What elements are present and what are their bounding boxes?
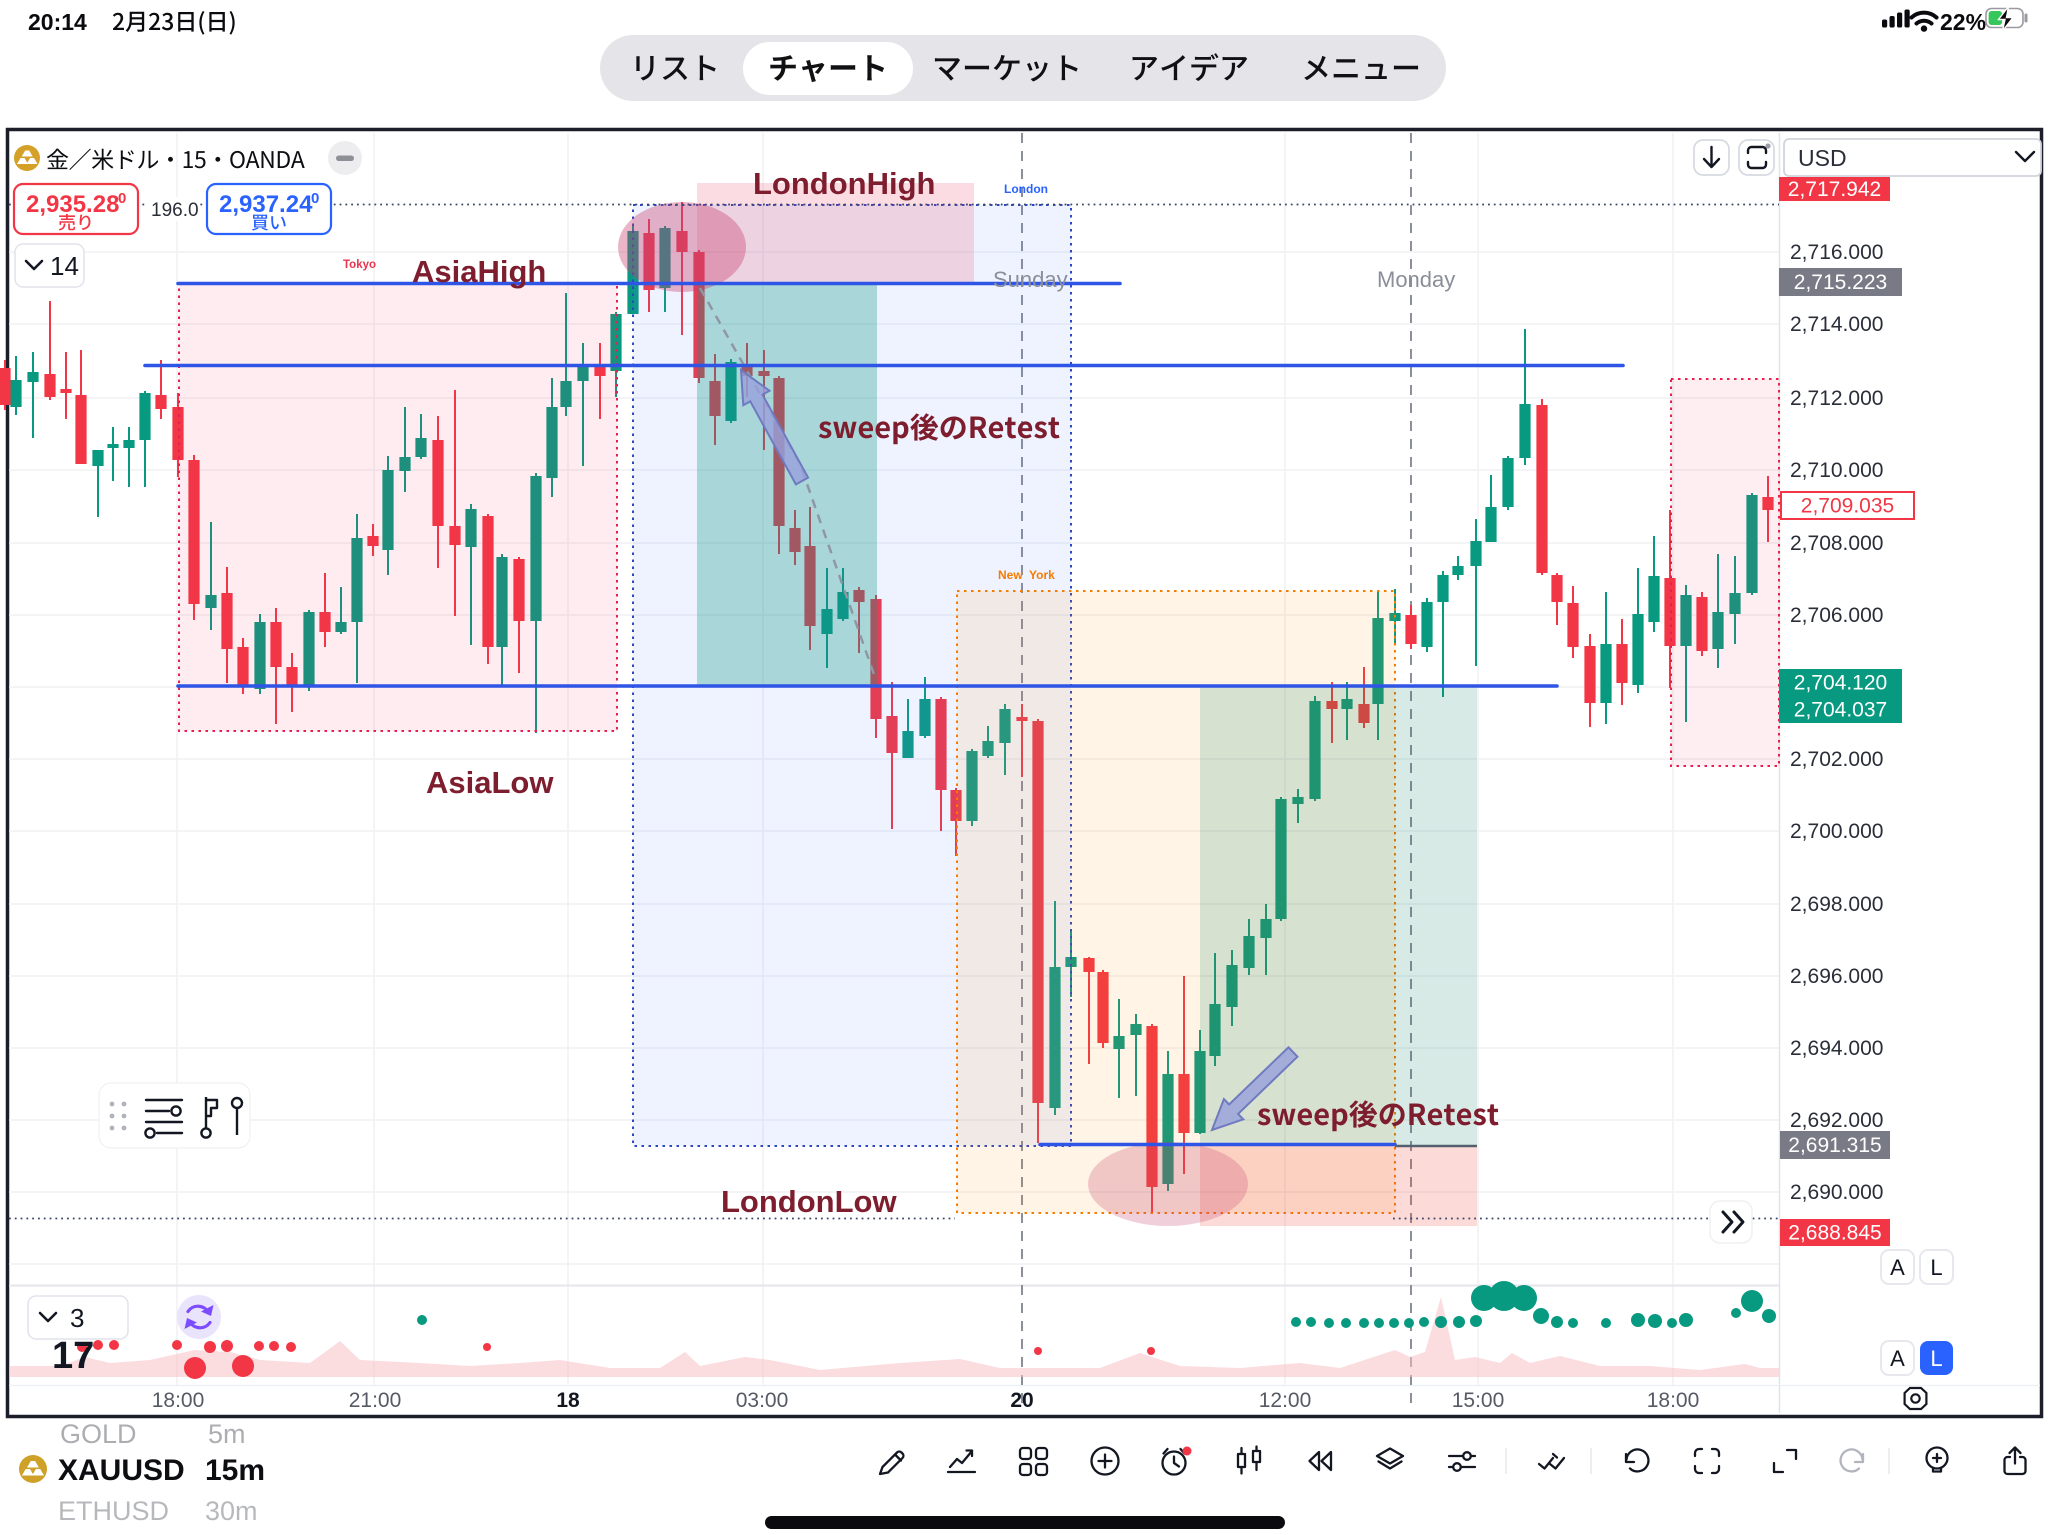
- svg-text:2,716.000: 2,716.000: [1790, 241, 1883, 264]
- svg-text:21:00: 21:00: [349, 1389, 402, 1412]
- svg-text:15:00: 15:00: [1452, 1389, 1505, 1412]
- svg-text:12:00: 12:00: [1259, 1389, 1312, 1412]
- svg-text:18:00: 18:00: [152, 1389, 205, 1412]
- svg-text:York: York: [1029, 568, 1055, 582]
- svg-text:2,935.28: 2,935.28: [26, 191, 119, 218]
- svg-text:5m: 5m: [208, 1419, 246, 1449]
- svg-text:2,698.000: 2,698.000: [1790, 893, 1883, 916]
- svg-text:XAUUSD: XAUUSD: [58, 1454, 185, 1487]
- svg-text:0: 0: [118, 190, 126, 207]
- svg-text:New: New: [998, 568, 1023, 582]
- svg-text:London: London: [1004, 182, 1048, 196]
- svg-text:2,696.000: 2,696.000: [1790, 965, 1883, 988]
- svg-text:03:00: 03:00: [736, 1389, 789, 1412]
- svg-text:30m: 30m: [205, 1496, 258, 1526]
- svg-text:20: 20: [1010, 1389, 1033, 1412]
- svg-text:AsiaLow: AsiaLow: [426, 765, 554, 800]
- svg-text:18:00: 18:00: [1647, 1389, 1700, 1412]
- svg-text:2,714.000: 2,714.000: [1790, 313, 1883, 336]
- svg-text:2,688.845: 2,688.845: [1788, 1222, 1881, 1245]
- svg-text:15m: 15m: [205, 1454, 265, 1487]
- svg-text:17: 17: [52, 1335, 94, 1377]
- svg-text:14: 14: [50, 251, 79, 281]
- svg-text:Tokyo: Tokyo: [343, 259, 376, 271]
- svg-text:3: 3: [70, 1303, 84, 1333]
- svg-text:18: 18: [556, 1389, 580, 1412]
- svg-text:A: A: [1890, 1255, 1905, 1280]
- svg-text:2,709.035: 2,709.035: [1801, 495, 1894, 518]
- svg-text:A: A: [1890, 1346, 1905, 1371]
- svg-text:2,702.000: 2,702.000: [1790, 748, 1883, 771]
- svg-text:Monday: Monday: [1377, 267, 1455, 292]
- svg-text:2,694.000: 2,694.000: [1790, 1037, 1883, 1060]
- svg-text:2,704.120: 2,704.120: [1794, 672, 1887, 695]
- svg-text:2,708.000: 2,708.000: [1790, 532, 1883, 555]
- svg-text:2,691.315: 2,691.315: [1788, 1134, 1881, 1157]
- svg-text:2,690.000: 2,690.000: [1790, 1181, 1883, 1204]
- svg-text:ETHUSD: ETHUSD: [58, 1496, 169, 1526]
- svg-text:2,710.000: 2,710.000: [1790, 459, 1883, 482]
- svg-text:2,937.24: 2,937.24: [219, 191, 313, 218]
- svg-text:2,706.000: 2,706.000: [1790, 604, 1883, 627]
- svg-text:L: L: [1930, 1255, 1942, 1280]
- svg-text:GOLD: GOLD: [60, 1419, 137, 1449]
- svg-text:2,715.223: 2,715.223: [1794, 271, 1887, 294]
- svg-text:20:14: 20:14: [28, 9, 87, 35]
- svg-text:22%: 22%: [1940, 9, 1986, 35]
- svg-text:AsiaHigh: AsiaHigh: [412, 254, 546, 289]
- svg-text:2,712.000: 2,712.000: [1790, 387, 1883, 410]
- svg-text:2,717.942: 2,717.942: [1788, 178, 1881, 201]
- svg-text:USD: USD: [1798, 145, 1847, 171]
- svg-text:2,692.000: 2,692.000: [1790, 1109, 1883, 1132]
- svg-text:LondonLow: LondonLow: [721, 1184, 897, 1219]
- svg-text:Sunday: Sunday: [993, 267, 1068, 292]
- svg-text:2,700.000: 2,700.000: [1790, 820, 1883, 843]
- svg-text:0: 0: [311, 190, 319, 207]
- svg-text:2,704.037: 2,704.037: [1794, 699, 1887, 722]
- svg-text:LondonHigh: LondonHigh: [753, 166, 936, 201]
- svg-text:196.0: 196.0: [151, 200, 199, 221]
- svg-text:L: L: [1930, 1346, 1942, 1371]
